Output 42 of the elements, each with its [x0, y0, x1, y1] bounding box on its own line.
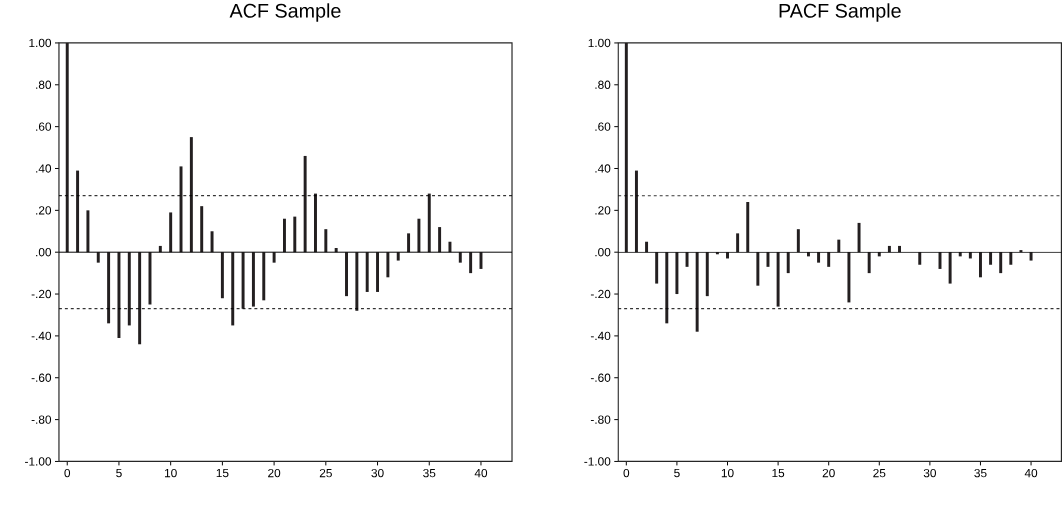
x-tick-label: 35	[974, 468, 987, 478]
y-tick-label: -1.00	[584, 457, 611, 466]
y-tick-label: .60	[595, 122, 611, 131]
x-tick-label: 35	[423, 468, 436, 478]
y-tick-label: .60	[36, 122, 52, 131]
y-tick-label: -.80	[590, 415, 611, 424]
y-tick-label: .20	[595, 205, 611, 215]
y-tick-label: .00	[595, 247, 611, 257]
chart-title: ACF Sample	[229, 3, 341, 22]
y-tick-label: .40	[595, 164, 611, 173]
y-tick-label: 1.00	[29, 38, 52, 47]
y-tick-label: -.80	[31, 415, 52, 424]
y-tick-label: .80	[36, 80, 52, 89]
y-tick-label: -.40	[31, 331, 52, 340]
y-tick-label: -.40	[590, 331, 611, 340]
x-tick-label: 10	[721, 468, 734, 478]
x-tick-label: 30	[371, 468, 384, 478]
y-tick-label: .20	[36, 205, 52, 215]
x-tick-label: 0	[623, 468, 630, 478]
x-tick-label: 25	[873, 468, 886, 478]
x-tick-label: 0	[64, 468, 71, 478]
chart-title: PACF Sample	[779, 3, 901, 22]
y-tick-label: -.60	[31, 373, 52, 382]
x-tick-label: 40	[474, 468, 488, 478]
y-tick-label: -.20	[590, 289, 611, 299]
x-tick-label: 5	[674, 468, 680, 477]
x-tick-label: 20	[268, 468, 281, 478]
x-tick-label: 15	[772, 468, 785, 477]
y-tick-label: -1.00	[25, 457, 52, 466]
y-tick-label: .80	[595, 80, 611, 89]
y-tick-label: .00	[36, 247, 52, 257]
x-tick-label: 5	[116, 468, 122, 477]
x-tick-label: 20	[822, 468, 835, 478]
y-tick-label: -.60	[590, 373, 611, 382]
x-tick-label: 30	[923, 468, 936, 478]
y-tick-label: 1.00	[588, 38, 611, 47]
x-tick-label: 15	[216, 468, 229, 477]
x-tick-label: 25	[319, 468, 332, 478]
y-tick-label: -.20	[31, 289, 52, 299]
x-tick-label: 40	[1024, 468, 1038, 478]
x-tick-label: 10	[164, 468, 177, 478]
y-tick-label: .40	[36, 164, 52, 173]
